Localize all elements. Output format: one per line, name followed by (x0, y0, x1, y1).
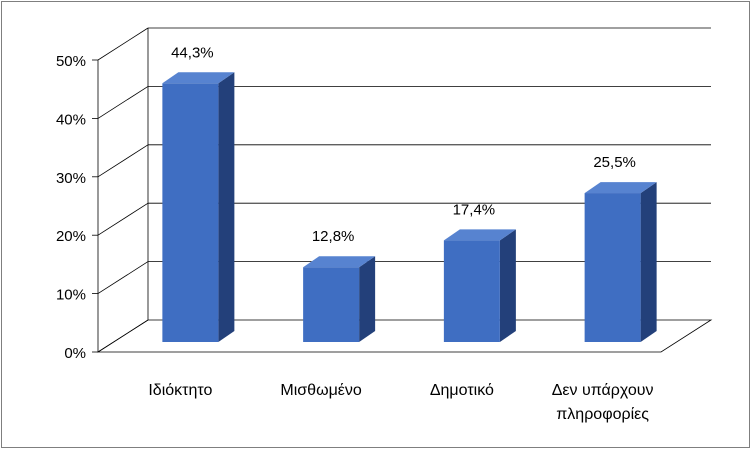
y-tick-label: 20% (56, 228, 86, 245)
y-tick-label: 30% (56, 170, 86, 187)
wall-gridline (97, 86, 149, 119)
bar (584, 193, 641, 342)
bar-chart: 0% 10% 20% 30% 40% 50% 44,3% Ιδιόκτητο 12,8% Μισθ… (56, 27, 713, 423)
x-tick-label: πληροφορίες (556, 406, 649, 423)
y-tick-label: 0% (64, 345, 86, 362)
x-tick-label: Μισθωμένο (280, 382, 362, 399)
bar (162, 83, 219, 343)
bar-side (359, 256, 376, 342)
bar (443, 240, 500, 342)
data-label: 44,3% (171, 44, 214, 61)
bar-side (499, 229, 516, 342)
wall-gridline (97, 261, 149, 294)
chart-floor (96, 319, 713, 353)
wall-gridline (97, 144, 149, 178)
data-label: 17,4% (453, 201, 496, 218)
bar-top (303, 256, 376, 268)
wall-gridline (97, 27, 149, 61)
bar (303, 267, 360, 342)
bar-top (443, 229, 516, 241)
x-tick-label: Δεν υπάρχουν (552, 382, 654, 399)
bar-top (162, 72, 235, 84)
y-tick-label: 10% (56, 287, 86, 304)
data-label: 25,5% (593, 154, 636, 171)
bar-top (584, 182, 657, 194)
bar-side (640, 182, 657, 342)
data-label: 12,8% (312, 228, 355, 245)
x-tick-label: Δημοτικό (430, 382, 494, 399)
bar-side (218, 72, 235, 343)
x-tick-label: Ιδιόκτητο (148, 382, 212, 399)
wall-gridline (97, 202, 149, 236)
y-tick-label: 40% (56, 111, 86, 128)
y-tick-label: 50% (56, 53, 86, 70)
